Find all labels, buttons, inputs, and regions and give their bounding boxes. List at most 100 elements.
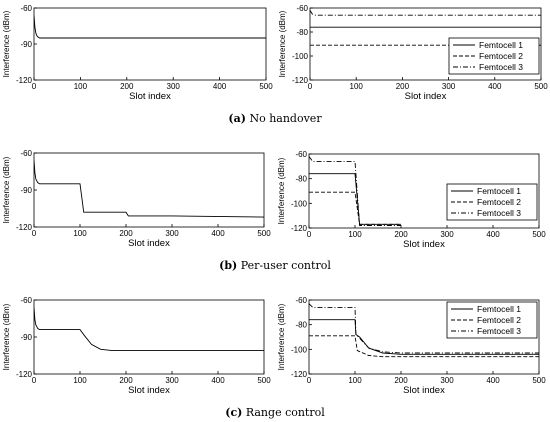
y-tick-label: -120 [16, 76, 33, 85]
chart-c-right: 0 100 200 300 400 500 -60 -80 -100 -120 Slot index… [277, 296, 546, 396]
x-tick-label: 500 [257, 229, 271, 238]
legend-label: Femtocell 1 [477, 186, 521, 196]
x-tick-label: 0 [32, 82, 37, 91]
y-axis-label: Interference (dBm) [277, 157, 286, 224]
caption-c-text: Range control [246, 406, 325, 419]
x-tick-label: 200 [396, 82, 410, 91]
x-tick-label: 300 [440, 376, 454, 385]
captions-layer: (a) No handover (b) Per-user control (c)… [219, 112, 331, 419]
y-axis-label: Interference (dBm) [2, 303, 11, 370]
x-tick-label: 400 [211, 229, 225, 238]
x-tick-label: 200 [120, 82, 134, 91]
x-tick-label: 400 [213, 82, 227, 91]
x-tick-label: 300 [167, 82, 181, 91]
x-tick-label: 500 [257, 376, 271, 385]
y-axis-label: Interference (dBm) [2, 10, 11, 77]
x-tick-label: 0 [307, 230, 312, 239]
x-tick-label: 200 [119, 376, 133, 385]
x-tick-label: 0 [307, 376, 312, 385]
x-tick-label: 0 [32, 229, 37, 238]
series-line-1 [34, 307, 264, 352]
y-tick-label: -60 [295, 296, 307, 305]
x-tick-label: 200 [119, 229, 133, 238]
y-tick-label: -80 [296, 28, 308, 37]
legend-box [446, 301, 538, 339]
y-axis-label: Interference (dBm) [2, 156, 11, 223]
x-axis-label: Slot index [129, 91, 171, 102]
caption-b: (b) Per-user control [219, 259, 331, 272]
plot-frame [308, 299, 540, 375]
chart-a-right: 0 100 200 300 400 500 -60 -80 -100 -120 Slot index… [278, 4, 548, 102]
y-tick-label: -90 [20, 186, 32, 195]
x-tick-label: 300 [442, 82, 456, 91]
plot-frame [33, 299, 265, 375]
plot-frame [33, 7, 267, 81]
y-tick-label: -60 [295, 150, 307, 159]
plots-layer: 0 100 200 300 400 500 -60 -90 -120 Slot index Inte… [2, 4, 548, 396]
y-tick-label: -120 [291, 224, 308, 233]
x-tick-label: 400 [486, 230, 500, 239]
caption-b-letter: (b) [219, 259, 237, 272]
chart-a-left: 0 100 200 300 400 500 -60 -90 -120 Slot index Inte… [2, 4, 273, 102]
series-line-1 [309, 173, 401, 225]
legend-box [448, 37, 540, 75]
x-tick-label: 100 [73, 376, 87, 385]
x-tick-label: 100 [350, 82, 364, 91]
y-tick-label: -120 [16, 223, 33, 232]
x-tick-label: 300 [165, 376, 179, 385]
plot-frame [309, 7, 542, 81]
caption-c: (c) Range control [225, 406, 325, 419]
x-axis-label: Slot index [403, 385, 445, 396]
y-tick-label: -60 [20, 4, 32, 13]
series-line-3 [310, 10, 541, 16]
y-tick-label: -120 [292, 76, 309, 85]
legend-label: Femtocell 1 [479, 40, 523, 50]
x-axis-label: Slot index [128, 385, 170, 396]
legend-label: Femtocell 2 [477, 197, 521, 207]
chart-c-left: 0 100 200 300 400 500 -60 -90 -120 Slot index Inte… [2, 296, 271, 396]
x-tick-label: 200 [394, 230, 408, 239]
x-tick-label: 400 [486, 376, 500, 385]
x-tick-label: 200 [394, 376, 408, 385]
x-tick-label: 100 [348, 230, 362, 239]
series-line-1 [34, 160, 264, 218]
y-tick-label: -60 [20, 296, 32, 305]
series-line-2 [309, 335, 539, 358]
x-axis-label: Slot index [403, 239, 445, 250]
x-tick-label: 400 [488, 82, 502, 91]
y-tick-label: -100 [291, 199, 308, 208]
legend-label: Femtocell 2 [479, 51, 523, 61]
legend-label: Femtocell 2 [477, 315, 521, 325]
caption-a: (a) No handover [228, 112, 322, 125]
y-tick-label: -100 [292, 52, 309, 61]
chart-b-left: 0 100 200 300 400 500 -60 -90 -120 Slot index Inte… [2, 149, 271, 249]
plot-frame [308, 153, 540, 229]
legend-box [446, 183, 538, 221]
x-axis-label: Slot index [405, 91, 447, 102]
x-tick-label: 100 [73, 229, 87, 238]
x-tick-label: 500 [532, 376, 546, 385]
legend-label: Femtocell 1 [477, 304, 521, 314]
y-tick-label: -80 [295, 175, 307, 184]
legend-label: Femtocell 3 [477, 326, 521, 336]
caption-b-text: Per-user control [241, 259, 332, 272]
caption-a-text: No handover [249, 112, 322, 125]
y-tick-label: -60 [20, 149, 32, 158]
y-tick-label: -120 [291, 370, 308, 379]
x-tick-label: 300 [440, 230, 454, 239]
y-axis-label: Interference (dBm) [278, 10, 287, 77]
legend-label: Femtocell 3 [477, 208, 521, 218]
x-axis-label: Slot index [128, 238, 170, 249]
legend-label: Femtocell 3 [479, 62, 523, 72]
x-tick-label: 100 [348, 376, 362, 385]
y-tick-label: -90 [20, 333, 32, 342]
x-tick-label: 100 [74, 82, 88, 91]
x-tick-label: 0 [308, 82, 313, 91]
series-line-3 [309, 156, 401, 226]
x-tick-label: 500 [534, 82, 548, 91]
series-line-1 [34, 15, 266, 39]
